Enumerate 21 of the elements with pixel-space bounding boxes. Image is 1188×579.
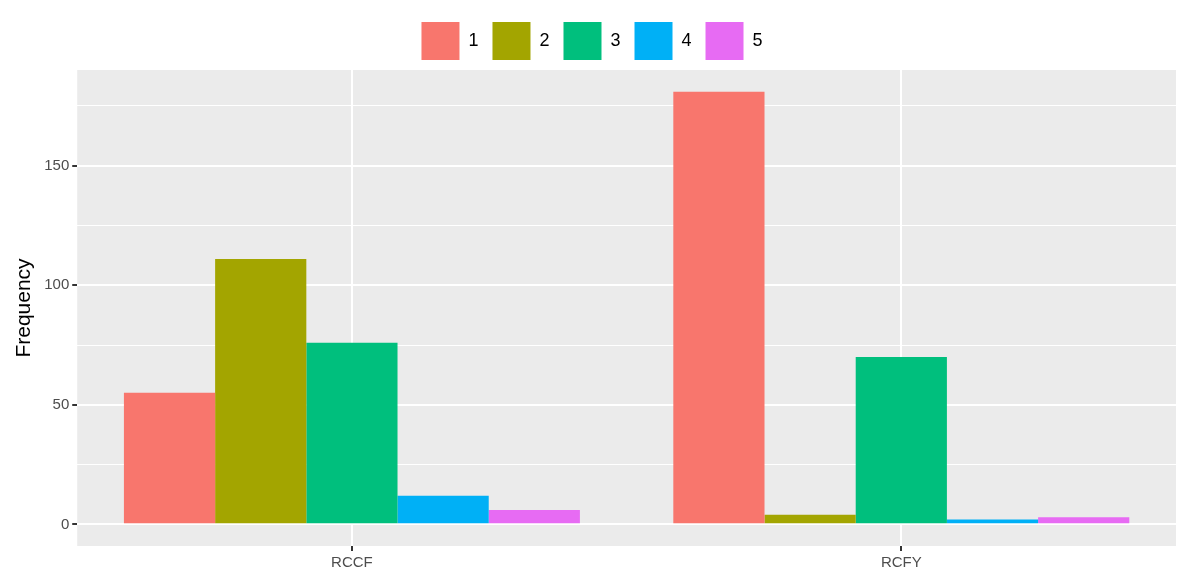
bar	[855, 357, 947, 524]
legend-label: 2	[539, 29, 550, 50]
y-tick-label: 0	[60, 514, 70, 532]
y-axis-title: Frequency	[11, 257, 35, 358]
bar	[215, 258, 307, 524]
bar	[306, 342, 398, 524]
bar	[397, 495, 489, 524]
bar	[764, 514, 856, 524]
bar	[1038, 517, 1130, 524]
legend-label: 4	[681, 29, 692, 50]
legend-label: 5	[752, 29, 763, 50]
y-tick-label: 50	[52, 394, 70, 412]
legend-label: 1	[468, 29, 479, 50]
legend-label: 3	[610, 29, 621, 50]
bar	[123, 392, 216, 524]
x-tick-label: RCFY	[880, 553, 922, 571]
y-tick-label: 150	[44, 155, 70, 173]
bar	[673, 91, 765, 524]
bar	[488, 510, 580, 524]
x-tick-label: RCCF	[331, 553, 373, 571]
y-tick-label: 100	[44, 275, 70, 293]
